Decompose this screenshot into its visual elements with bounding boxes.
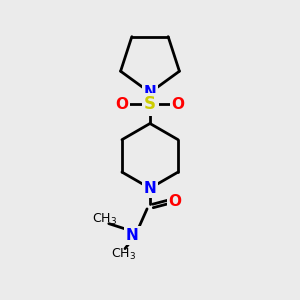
Text: N: N <box>144 181 156 196</box>
Text: CH$_3$: CH$_3$ <box>92 212 117 227</box>
Text: CH$_3$: CH$_3$ <box>111 247 136 262</box>
Text: N: N <box>144 85 156 100</box>
Text: O: O <box>169 194 182 209</box>
Text: O: O <box>116 97 128 112</box>
Text: N: N <box>126 228 139 243</box>
Text: O: O <box>172 97 184 112</box>
Text: S: S <box>144 95 156 113</box>
